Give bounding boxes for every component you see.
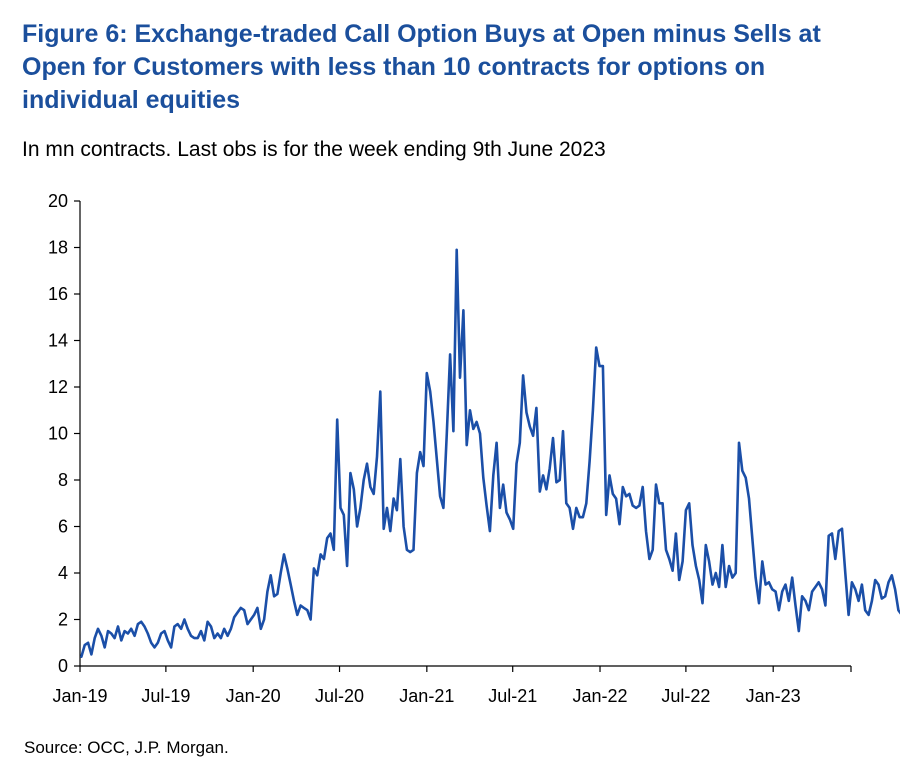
y-tick-label: 2 xyxy=(58,610,68,630)
y-tick-label: 14 xyxy=(48,331,68,351)
y-tick-label: 16 xyxy=(48,284,68,304)
y-tick-label: 6 xyxy=(58,517,68,537)
chart-title: Figure 6: Exchange-traded Call Option Bu… xyxy=(22,20,821,114)
source-note: Source: OCC, J.P. Morgan. xyxy=(24,738,229,757)
x-tick-label: Jan-21 xyxy=(399,686,454,706)
x-tick-label: Jul-21 xyxy=(488,686,537,706)
y-tick-label: 4 xyxy=(58,563,68,583)
y-tick-label: 12 xyxy=(48,377,68,397)
x-tick-label: Jan-20 xyxy=(226,686,281,706)
series-line xyxy=(80,248,900,659)
y-tick-label: 0 xyxy=(58,656,68,676)
chart-subtitle: In mn contracts. Last obs is for the wee… xyxy=(22,138,606,161)
y-tick-label: 8 xyxy=(58,470,68,490)
x-tick-label: Jan-19 xyxy=(52,686,107,706)
x-tick-label: Jul-19 xyxy=(141,686,190,706)
x-tick-label: Jul-22 xyxy=(661,686,710,706)
y-tick-label: 20 xyxy=(48,191,68,211)
x-tick-label: Jul-20 xyxy=(315,686,364,706)
x-tick-label: Jan-23 xyxy=(746,686,801,706)
y-tick-label: 10 xyxy=(48,424,68,444)
x-tick-label: Jan-22 xyxy=(572,686,627,706)
y-tick-label: 18 xyxy=(48,238,68,258)
